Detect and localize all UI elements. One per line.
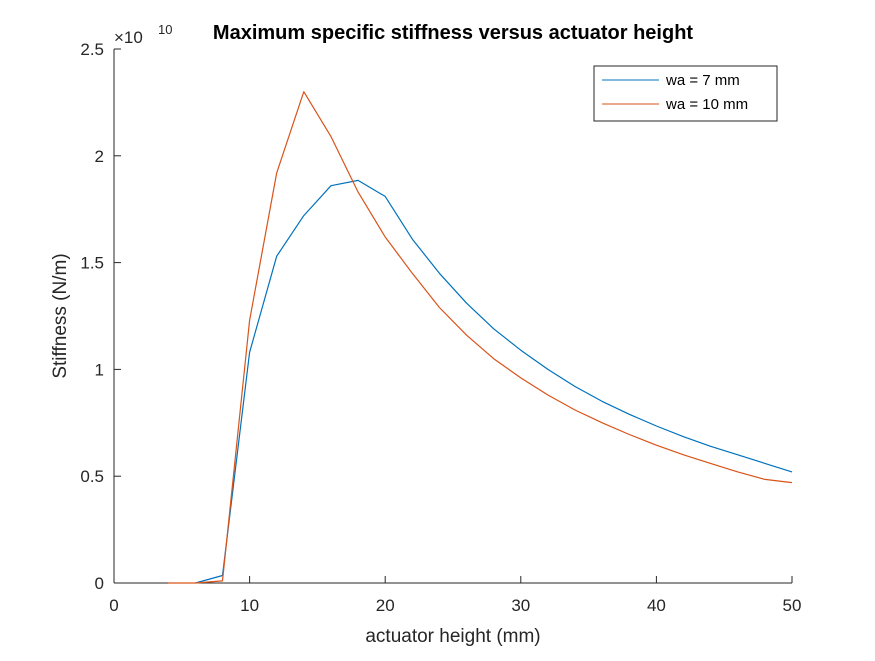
x-tick-label: 10 bbox=[240, 596, 259, 615]
x-tick-label: 0 bbox=[109, 596, 118, 615]
legend-label-wa-10: wa = 10 mm bbox=[665, 96, 748, 113]
y-tick-label: 2 bbox=[95, 147, 104, 166]
x-tick-label: 20 bbox=[376, 596, 395, 615]
y-tick-label: 0 bbox=[95, 574, 104, 593]
y-tick-label: 0.5 bbox=[80, 467, 104, 486]
chart-title: Maximum specific stiffness versus actuat… bbox=[213, 22, 693, 44]
plot-area bbox=[114, 49, 792, 583]
series-line-wa-10 bbox=[168, 91, 793, 584]
y-tick-label: 1.5 bbox=[80, 254, 104, 273]
series-lines bbox=[168, 91, 793, 584]
legend-box bbox=[593, 65, 778, 122]
y-ticks: 0 0.5 1 1.5 2 2.5 bbox=[80, 40, 121, 593]
x-tick-label: 50 bbox=[783, 596, 802, 615]
y-tick-label: 1 bbox=[95, 360, 104, 379]
series-line-wa-7 bbox=[195, 179, 793, 584]
axes bbox=[113, 49, 792, 584]
y-exponent-power: 10 bbox=[158, 22, 172, 37]
y-axis-label: Stiffness (N/m) bbox=[50, 253, 71, 378]
x-tick-label: 40 bbox=[647, 596, 666, 615]
x-axis-label: actuator height (mm) bbox=[365, 626, 540, 647]
legend: wa = 7 mm wa = 10 mm bbox=[593, 65, 778, 122]
legend-label-wa-7: wa = 7 mm bbox=[665, 72, 740, 89]
x-ticks: 0 10 20 30 40 50 bbox=[109, 576, 801, 615]
y-exponent-base: ×10 bbox=[114, 28, 143, 47]
x-tick-label: 30 bbox=[511, 596, 530, 615]
y-tick-label: 2.5 bbox=[80, 40, 104, 59]
